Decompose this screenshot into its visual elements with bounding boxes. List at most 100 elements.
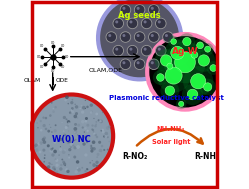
- Circle shape: [75, 139, 77, 141]
- Circle shape: [64, 134, 67, 137]
- Text: Ag seeds: Ag seeds: [118, 11, 161, 20]
- Circle shape: [148, 5, 159, 15]
- Circle shape: [102, 130, 105, 133]
- Circle shape: [192, 49, 215, 72]
- Text: Plasmonic reductive catalyst: Plasmonic reductive catalyst: [109, 95, 224, 101]
- Circle shape: [107, 136, 109, 138]
- Circle shape: [96, 156, 98, 158]
- Circle shape: [134, 5, 145, 15]
- Text: W(0) NC: W(0) NC: [52, 135, 91, 144]
- Text: CO: CO: [37, 55, 41, 59]
- Circle shape: [168, 36, 179, 47]
- Circle shape: [82, 126, 84, 129]
- Circle shape: [44, 154, 46, 156]
- Circle shape: [65, 95, 69, 99]
- Circle shape: [107, 149, 109, 151]
- Circle shape: [158, 48, 161, 51]
- Circle shape: [34, 143, 38, 147]
- Circle shape: [123, 34, 125, 37]
- Circle shape: [67, 120, 70, 124]
- Circle shape: [123, 61, 125, 64]
- FancyArrowPatch shape: [137, 129, 203, 146]
- Circle shape: [147, 34, 223, 110]
- Circle shape: [137, 7, 140, 10]
- Circle shape: [90, 147, 93, 150]
- Circle shape: [50, 149, 53, 153]
- Text: CO: CO: [64, 55, 69, 59]
- Circle shape: [100, 152, 101, 153]
- Circle shape: [50, 127, 51, 128]
- Circle shape: [44, 157, 45, 159]
- Circle shape: [92, 160, 93, 161]
- Circle shape: [151, 7, 154, 10]
- Circle shape: [94, 125, 97, 127]
- Circle shape: [43, 136, 46, 140]
- Circle shape: [30, 94, 113, 178]
- Circle shape: [39, 151, 41, 153]
- Circle shape: [127, 45, 138, 56]
- Circle shape: [76, 117, 78, 119]
- Text: ODE: ODE: [56, 78, 68, 83]
- Circle shape: [148, 59, 159, 70]
- Circle shape: [65, 168, 68, 171]
- Circle shape: [90, 104, 93, 107]
- Circle shape: [65, 118, 67, 120]
- Circle shape: [89, 162, 91, 164]
- Circle shape: [48, 163, 50, 165]
- Circle shape: [120, 32, 131, 42]
- Circle shape: [73, 146, 77, 149]
- Circle shape: [63, 134, 66, 136]
- Text: CO: CO: [51, 41, 55, 45]
- Circle shape: [55, 124, 57, 126]
- Circle shape: [176, 99, 187, 109]
- Circle shape: [171, 39, 177, 44]
- Circle shape: [85, 120, 87, 122]
- Circle shape: [96, 136, 98, 138]
- Circle shape: [75, 112, 78, 115]
- Circle shape: [86, 168, 88, 170]
- Circle shape: [52, 166, 56, 170]
- Circle shape: [98, 119, 100, 121]
- Circle shape: [71, 107, 74, 110]
- Circle shape: [72, 144, 74, 147]
- Circle shape: [63, 130, 64, 132]
- Circle shape: [82, 106, 86, 110]
- Circle shape: [92, 147, 96, 150]
- Circle shape: [106, 32, 117, 42]
- Text: R-NO₂: R-NO₂: [122, 152, 148, 161]
- Circle shape: [66, 136, 69, 139]
- Circle shape: [43, 140, 46, 144]
- Circle shape: [99, 149, 102, 153]
- Circle shape: [99, 120, 102, 122]
- Circle shape: [123, 7, 125, 10]
- Circle shape: [43, 161, 45, 163]
- Circle shape: [64, 165, 66, 166]
- Circle shape: [69, 111, 71, 114]
- Circle shape: [115, 48, 118, 51]
- Circle shape: [91, 124, 94, 127]
- Circle shape: [50, 148, 53, 151]
- Circle shape: [74, 104, 76, 105]
- Circle shape: [157, 59, 191, 93]
- Circle shape: [81, 105, 82, 107]
- Circle shape: [84, 136, 87, 139]
- Circle shape: [54, 168, 56, 171]
- Circle shape: [74, 123, 77, 126]
- Circle shape: [102, 129, 104, 131]
- Circle shape: [77, 168, 81, 172]
- Circle shape: [75, 146, 77, 147]
- Circle shape: [167, 63, 173, 69]
- Text: CO: CO: [61, 65, 65, 69]
- Circle shape: [179, 101, 184, 107]
- Circle shape: [68, 157, 70, 159]
- Circle shape: [160, 81, 179, 100]
- Circle shape: [62, 150, 65, 154]
- Circle shape: [66, 170, 70, 173]
- Text: Ag-W: Ag-W: [172, 46, 198, 56]
- Circle shape: [102, 112, 104, 113]
- Circle shape: [77, 134, 78, 136]
- Circle shape: [127, 18, 138, 29]
- Circle shape: [81, 120, 85, 124]
- Circle shape: [98, 141, 101, 144]
- Circle shape: [56, 164, 59, 167]
